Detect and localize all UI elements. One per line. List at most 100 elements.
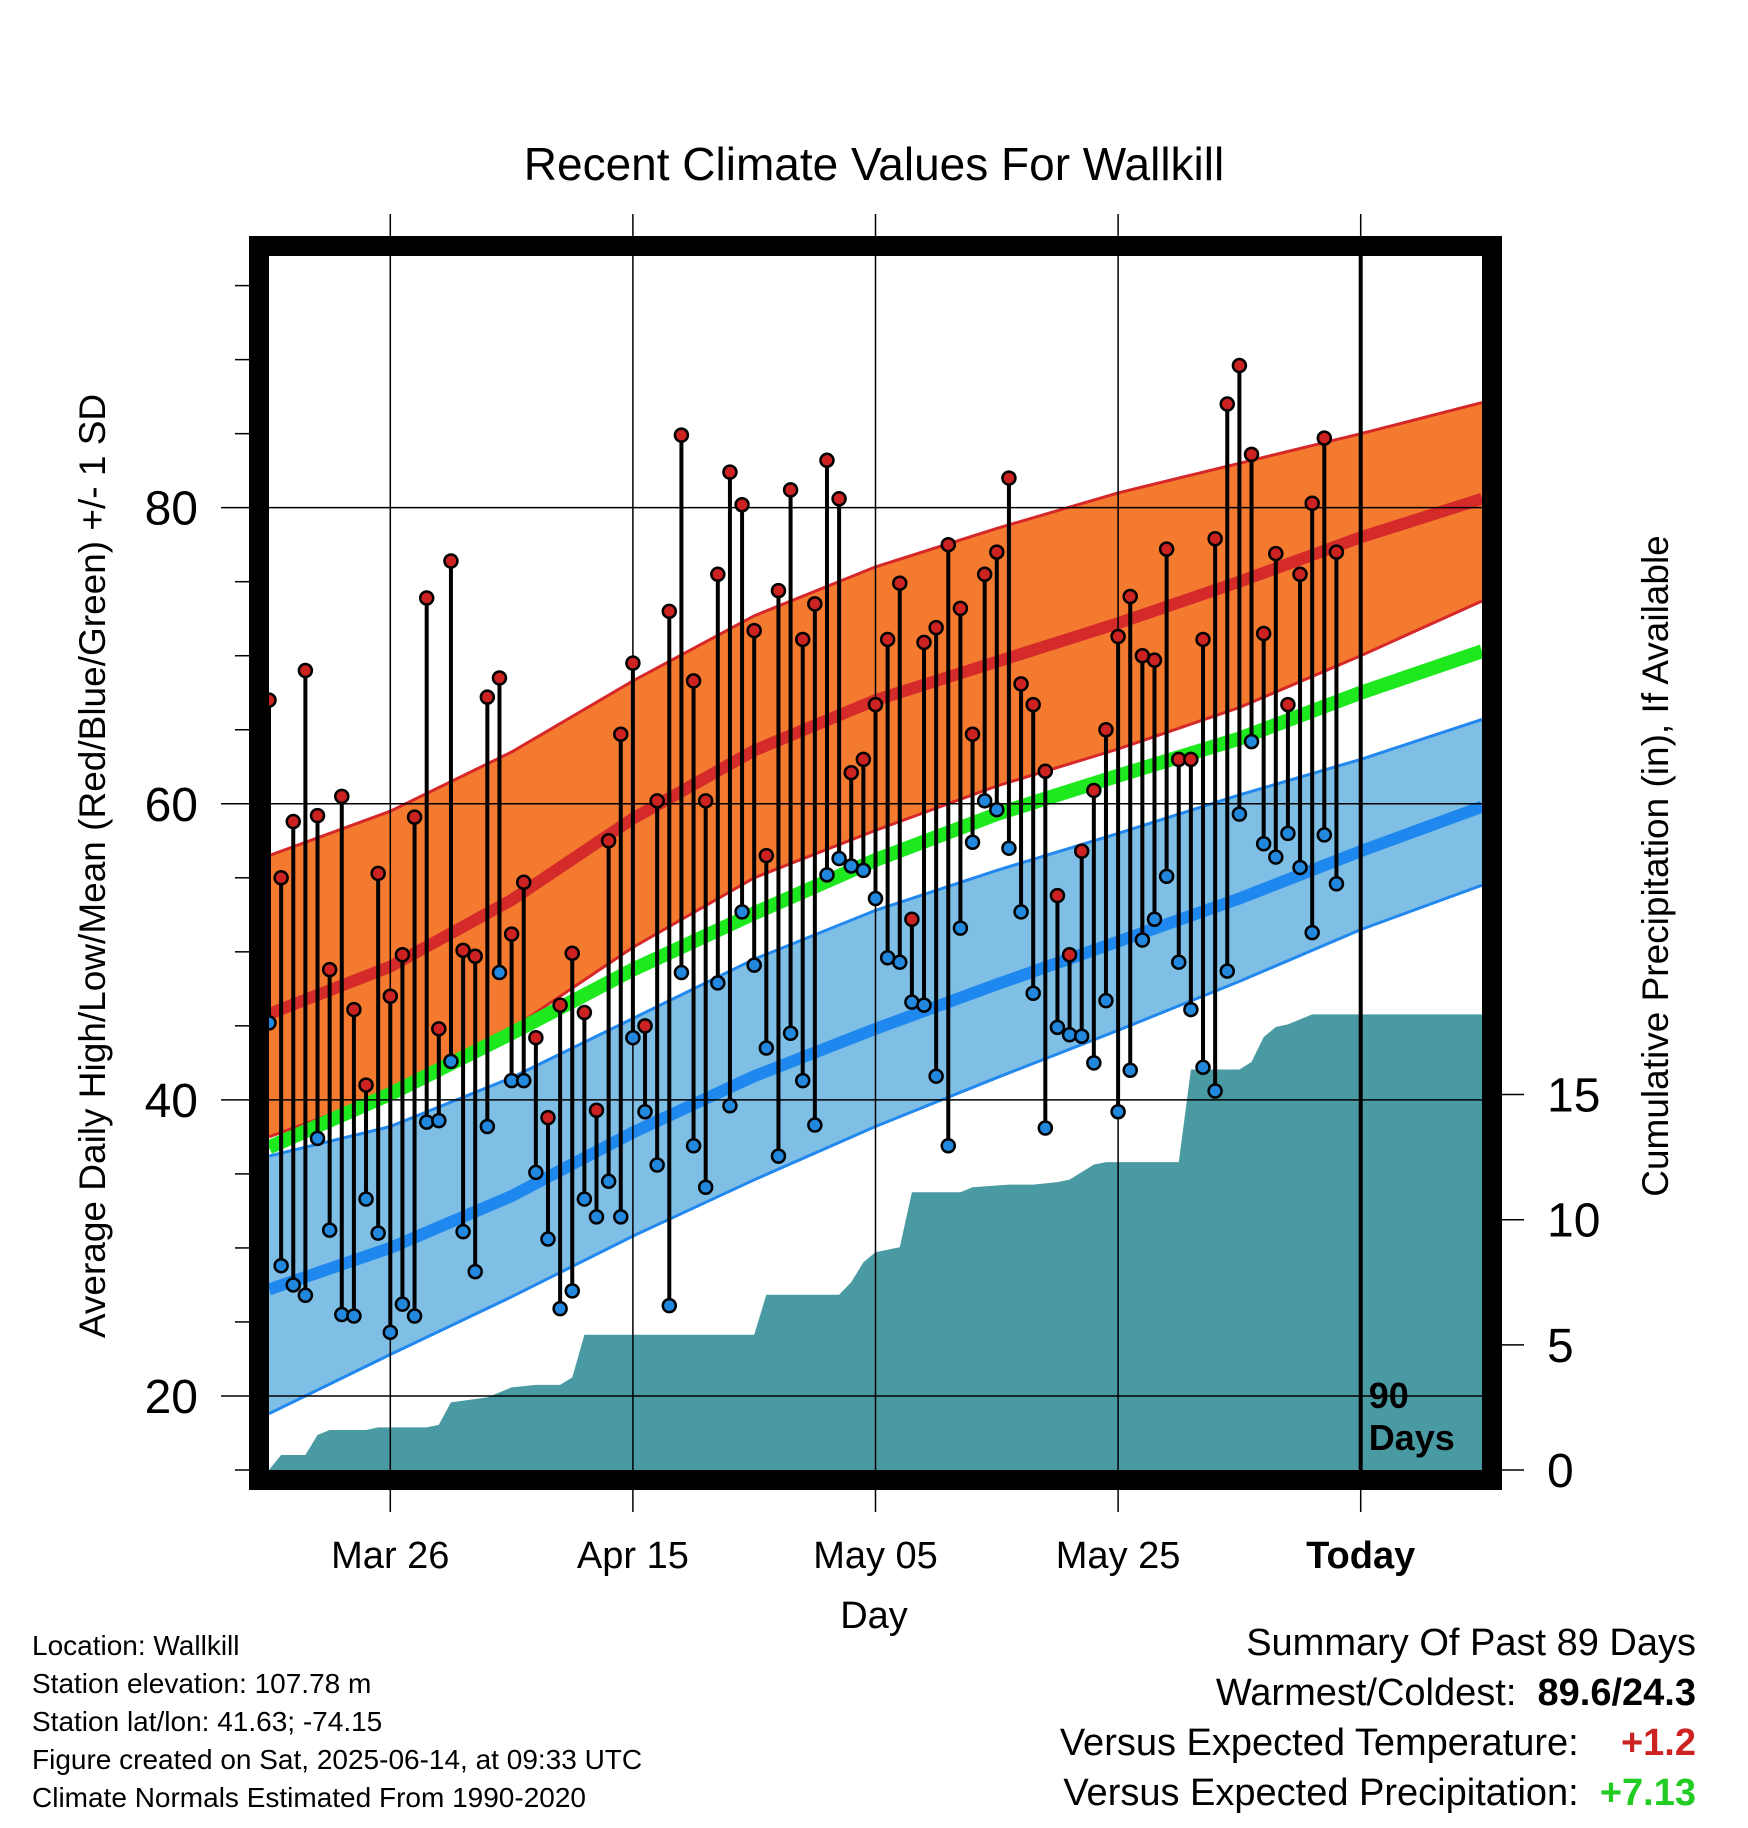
daily-high-point xyxy=(443,553,459,569)
daily-low-point xyxy=(576,1191,593,1207)
daily-low-point xyxy=(552,1300,568,1317)
daily-high-point xyxy=(819,452,835,469)
daily-low-point xyxy=(1243,733,1260,750)
daily-low-point xyxy=(867,890,884,907)
daily-high-point xyxy=(394,947,411,963)
daily-low-point xyxy=(1183,1001,1199,1018)
daily-high-point xyxy=(1013,676,1029,692)
y-tick-label: 20 xyxy=(145,1371,198,1424)
daily-low-point xyxy=(649,1157,665,1173)
daily-high-point xyxy=(637,1018,653,1034)
y-tick-label: 60 xyxy=(145,779,198,832)
daily-low-point xyxy=(1013,904,1029,920)
daily-high-point xyxy=(1183,751,1199,768)
daily-high-point xyxy=(673,427,690,443)
daily-high-point xyxy=(491,670,508,686)
daily-low-point xyxy=(1292,859,1308,876)
daily-high-point xyxy=(649,793,665,809)
daily-high-point xyxy=(964,726,981,742)
daily-low-point xyxy=(1049,1019,1066,1036)
axes: 20 40 60 80 0 5 10 15 Mar 26 Apr 15 May 05 May 25 To… xyxy=(145,214,1600,1577)
x-axis-label: Day xyxy=(840,1595,908,1637)
daily-high-point xyxy=(758,847,775,864)
daily-low-point xyxy=(273,1257,289,1274)
precipitation-area xyxy=(269,1014,1482,1470)
daily-low-point xyxy=(1231,806,1248,822)
daily-low-point xyxy=(613,1209,629,1225)
daily-high-point xyxy=(1037,763,1054,779)
daily-low-point xyxy=(515,1072,532,1089)
warmest-coldest-value: 89.6/24.3 xyxy=(1537,1672,1696,1714)
y2-tick-label: 0 xyxy=(1547,1445,1574,1498)
precip-value: +7.13 xyxy=(1599,1772,1696,1814)
daily-high-point xyxy=(770,582,787,599)
daily-high-point xyxy=(382,988,399,1004)
daily-low-point xyxy=(661,1297,678,1314)
daily-high-point xyxy=(431,1021,447,1037)
daily-high-point xyxy=(588,1102,605,1118)
daily-low-point xyxy=(358,1191,374,1207)
daily-high-point xyxy=(976,566,993,583)
footer-created: Figure created on Sat, 2025-06-14, at 09… xyxy=(32,1744,643,1775)
y2-tick-label: 5 xyxy=(1547,1320,1574,1373)
daily-high-point xyxy=(843,764,859,781)
daily-low-point xyxy=(758,1040,775,1056)
daily-low-point xyxy=(807,1117,823,1133)
daily-high-point xyxy=(297,662,314,679)
daily-high-point xyxy=(1255,625,1272,642)
daily-high-point xyxy=(1292,566,1308,583)
footer-elevation: Station elevation: 107.78 m xyxy=(32,1668,372,1699)
daily-high-point xyxy=(1146,652,1163,668)
daily-high-point xyxy=(879,631,896,648)
daily-low-point xyxy=(892,954,908,970)
daily-low-point xyxy=(1304,924,1320,941)
daily-high-point xyxy=(370,865,386,882)
daily-high-point xyxy=(1280,696,1296,713)
daily-low-point xyxy=(443,1053,459,1070)
daily-low-point xyxy=(710,975,726,991)
today-label-number: 90 xyxy=(1369,1375,1409,1416)
y2-axis-label: Cumulative Precipitation (in), If Availa… xyxy=(1635,535,1676,1197)
daily-low-point xyxy=(782,1025,799,1042)
daily-low-point xyxy=(697,1179,714,1195)
daily-low-point xyxy=(1255,836,1272,852)
daily-high-point xyxy=(528,1029,544,1046)
daily-low-point xyxy=(1219,963,1236,979)
daily-low-point xyxy=(394,1296,411,1312)
daily-high-point xyxy=(1316,430,1333,446)
daily-high-point xyxy=(734,496,750,513)
daily-high-point xyxy=(1110,628,1126,645)
daily-high-point xyxy=(309,807,326,824)
x-tick-label: Mar 26 xyxy=(331,1535,449,1577)
daily-high-point xyxy=(358,1077,374,1093)
daily-high-point xyxy=(273,870,289,886)
daily-low-point xyxy=(467,1263,483,1280)
daily-high-point xyxy=(782,482,799,498)
daily-low-point xyxy=(1280,825,1296,842)
daily-high-point xyxy=(467,948,483,965)
daily-high-point xyxy=(697,793,714,809)
daily-high-point xyxy=(1243,446,1260,463)
plot-frame xyxy=(249,236,1502,1490)
daily-low-point xyxy=(637,1103,653,1120)
temp-value: +1.2 xyxy=(1620,1722,1696,1764)
daily-low-point xyxy=(309,1130,326,1147)
daily-high-point xyxy=(1122,588,1138,605)
y-tick-label: 80 xyxy=(145,483,198,536)
daily-high-point xyxy=(334,788,350,805)
summary-precipitation: Versus Expected Precipitation: +7.13 xyxy=(1063,1772,1696,1815)
today-label-unit: Days xyxy=(1369,1417,1455,1458)
daily-low-point xyxy=(1207,1083,1223,1099)
x-tick-label: May 25 xyxy=(1056,1535,1181,1577)
daily-high-point xyxy=(807,596,823,612)
daily-high-point xyxy=(613,726,629,742)
daily-low-point xyxy=(1025,985,1041,1002)
daily-low-point xyxy=(321,1222,338,1238)
daily-high-point xyxy=(722,464,738,480)
y2-tick-label: 10 xyxy=(1547,1195,1600,1248)
daily-low-point xyxy=(491,964,508,981)
daily-low-point xyxy=(855,862,872,879)
daily-low-point xyxy=(297,1287,314,1304)
